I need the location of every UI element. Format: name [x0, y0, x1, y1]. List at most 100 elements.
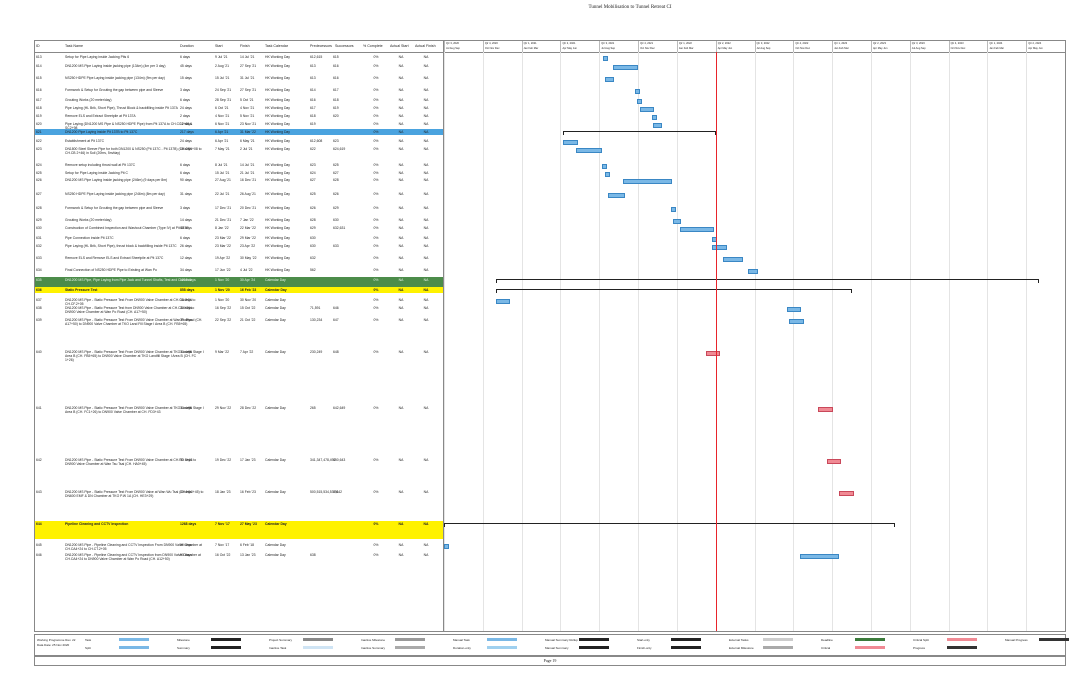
- gantt-task-bar[interactable]: [826, 459, 841, 464]
- table-row[interactable]: 637 DN1200 MS Pipe - Static Pressure Test…: [35, 297, 443, 306]
- table-row[interactable]: 630 Construction of Combined Inspection a…: [35, 225, 443, 235]
- cell-start: 7 Nov '17: [215, 522, 230, 526]
- table-row[interactable]: 622 Establishment at Pit 137C 24 days 6 Apr…: [35, 138, 443, 144]
- col-actual-start[interactable]: Actual Start: [390, 44, 409, 48]
- col-predecessors[interactable]: Predecessors: [310, 44, 332, 48]
- gantt-summary-bar[interactable]: [495, 279, 1039, 283]
- cell-af: NA: [423, 288, 429, 292]
- table-row[interactable]: 625 Setup for Pipe Laying inside Jacking …: [35, 170, 443, 176]
- table-row[interactable]: 638 DN1200 MS Pipe - Static Pressure Test…: [35, 305, 443, 315]
- table-row[interactable]: 623 DN1800 Steel Sleeve Pipe for both DN1…: [35, 146, 443, 160]
- legend-swatch: [947, 638, 977, 641]
- col-finish[interactable]: Finish: [240, 44, 250, 48]
- gantt-task-bar[interactable]: [672, 219, 682, 224]
- timescale-quarter: Qtr 4, 2022 Oct Nov Dec: [793, 41, 833, 52]
- table-row[interactable]: 632 Pipe Laying (HL Brik, Short Pipe), th…: [35, 243, 443, 253]
- gantt-task-bar[interactable]: [712, 245, 728, 250]
- cell-succ: 642,649: [333, 406, 346, 410]
- gantt-task-bar[interactable]: [799, 554, 840, 559]
- cell-cal: Calendar Day: [265, 350, 286, 354]
- table-row[interactable]: 635 DN1200 MS Pipe, Pipe Laying from Pipe…: [35, 277, 443, 287]
- gantt-task-bar[interactable]: [653, 123, 663, 128]
- table-row[interactable]: 640 DN1200 MS Pipe - Static Pressure Test…: [35, 349, 443, 367]
- table-row[interactable]: 642 DN1200 MS Pipe - Static Pressure Test…: [35, 457, 443, 471]
- col-id[interactable]: ID: [36, 44, 40, 48]
- cell-finish: 16 Feb '23: [240, 288, 257, 292]
- gantt-task-bar[interactable]: [605, 77, 615, 82]
- gantt-task-bar[interactable]: [602, 164, 608, 169]
- table-row[interactable]: 616 Formwork & Setup for Grouting the gap…: [35, 87, 443, 97]
- gantt-task-bar[interactable]: [789, 319, 804, 324]
- cell-dur: 24 days: [180, 106, 192, 110]
- col-actual-finish[interactable]: Actual Finish: [415, 44, 436, 48]
- gantt-task-bar[interactable]: [723, 257, 744, 262]
- cell-as: NA: [398, 298, 404, 302]
- cell-pct: 0%: [373, 543, 379, 547]
- gantt-sheet: ID Task Name Duration Start Finish Task …: [34, 40, 1066, 632]
- table-row[interactable]: 619 Remove ELS and Extract Sheetpile at P…: [35, 113, 443, 119]
- table-row[interactable]: 639 DN1200 MS Pipe - Static Pressure Test…: [35, 317, 443, 331]
- gantt-summary-bar[interactable]: [444, 523, 896, 527]
- gantt-task-bar[interactable]: [444, 544, 449, 549]
- col-calendar[interactable]: Task Calendar: [265, 44, 288, 48]
- gantt-task-bar[interactable]: [562, 140, 578, 145]
- gantt-task-bar[interactable]: [636, 99, 642, 104]
- table-row[interactable]: 615 NS250 HDPE Pipe Laying inside jacking…: [35, 75, 443, 85]
- gantt-task-bar[interactable]: [706, 351, 721, 356]
- gantt-task-bar[interactable]: [495, 299, 511, 304]
- col-successors[interactable]: Successors: [335, 44, 354, 48]
- gantt-task-bar[interactable]: [670, 207, 676, 212]
- cell-dur: 18 days: [180, 147, 192, 151]
- table-row[interactable]: 627 NS250 HDPE Pipe Laying inside jacking…: [35, 191, 443, 201]
- col-task-name[interactable]: Task Name: [65, 44, 83, 48]
- gantt-summary-bar[interactable]: [495, 289, 852, 293]
- cell-succ: 615: [333, 55, 339, 59]
- table-row[interactable]: 617 Grouting Works (20 meter/day) 6 days 28…: [35, 97, 443, 103]
- gantt-task-bar[interactable]: [640, 107, 655, 112]
- col-duration[interactable]: Duration: [180, 44, 194, 48]
- table-row[interactable]: 629 Grouting Works (20 meter/day) 14 days 2…: [35, 217, 443, 223]
- gantt-task-bar[interactable]: [605, 172, 611, 177]
- gantt-task-bar[interactable]: [635, 89, 641, 94]
- table-row[interactable]: 618 Pipe Laying (HL Brik, Short Pipe), Th…: [35, 105, 443, 115]
- cell-pct: 0%: [373, 256, 379, 260]
- table-row[interactable]: 646 DN1200 MS Pipe - Pipeline Cleaning an…: [35, 552, 443, 566]
- cell-start: 15 Jul '21: [215, 76, 230, 80]
- gantt-summary-bar[interactable]: [562, 131, 716, 135]
- table-row[interactable]: 633 Remove ELS and Remove ELS and Extract…: [35, 255, 443, 265]
- gantt-task-bar[interactable]: [786, 307, 802, 312]
- table-row[interactable]: 641 DN1200 MS Pipe - Static Pressure Test…: [35, 405, 443, 427]
- table-row[interactable]: 624 Remove setup including thrust wall at…: [35, 162, 443, 168]
- table-header: ID Task Name Duration Start Finish Task …: [35, 41, 443, 53]
- gantt-task-bar[interactable]: [748, 269, 758, 274]
- gantt-task-bar[interactable]: [612, 65, 639, 70]
- table-row[interactable]: 643 DN1200 MS Pipe - Static Pressure Test…: [35, 489, 443, 507]
- table-row[interactable]: 634 Final Connection of NS250 HDPE Pipe t…: [35, 267, 443, 273]
- gantt-task-bar[interactable]: [679, 227, 714, 232]
- gantt-task-bar[interactable]: [623, 179, 673, 184]
- table-row[interactable]: 636 Static Pressure Test 858 days 1 Nov '20…: [35, 287, 443, 293]
- table-row[interactable]: 626 DN1200 MS Pipe Laying inside jacking …: [35, 177, 443, 187]
- table-row[interactable]: 631 Pipe Connection inside Pit 137C 6 days…: [35, 235, 443, 241]
- cell-succ: 629: [333, 206, 339, 210]
- gantt-task-bar[interactable]: [602, 56, 608, 61]
- gantt-task-bar[interactable]: [839, 491, 854, 496]
- gantt-task-bar[interactable]: [575, 148, 602, 153]
- table-row[interactable]: 614 DN1200 MS Pipe Laying inside jacking …: [35, 63, 443, 73]
- table-row[interactable]: 644 Pipeline Cleaning and CCTV Inspection…: [35, 521, 443, 539]
- quarter-label: Qtr 1, 2024: [989, 42, 1003, 45]
- legend-swatch: [671, 646, 701, 649]
- table-row[interactable]: 621 DN1200 Pipe Laying inside Pit 137B to…: [35, 129, 443, 135]
- cell-finish: 6 May '21: [240, 139, 255, 143]
- table-row[interactable]: 620 Pipe Laying (DN1200 MS Pipe & NS250 H…: [35, 121, 443, 131]
- gantt-task-bar[interactable]: [608, 193, 625, 198]
- col-start[interactable]: Start: [215, 44, 223, 48]
- col-pct-complete[interactable]: % Complete: [363, 44, 383, 48]
- table-row[interactable]: 628 Formwork & Setup for Grouting the gap…: [35, 205, 443, 215]
- table-row[interactable]: 645 DN1200 MS Pipe - Pipeline Cleaning an…: [35, 542, 443, 551]
- cell-pred: 341,347,478,492: [310, 458, 336, 462]
- gantt-task-bar[interactable]: [652, 115, 658, 120]
- gantt-task-bar[interactable]: [818, 407, 833, 412]
- cell-cal: HK Working Day: [265, 171, 290, 175]
- table-row[interactable]: 613 Setup for Pipe Laying inside Jacking …: [35, 54, 443, 60]
